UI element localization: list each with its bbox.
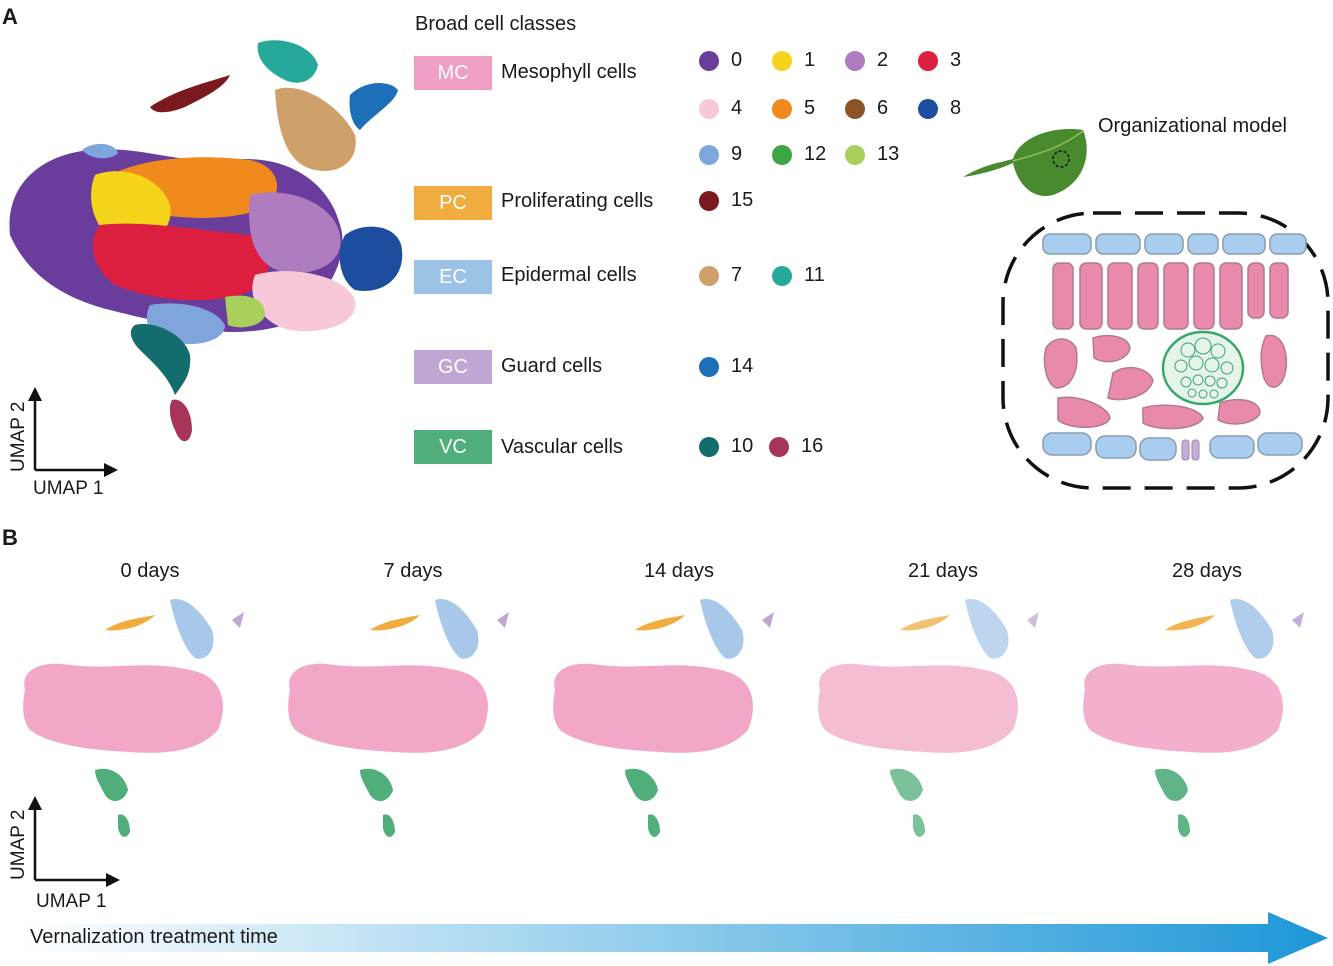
- cluster-dot: [699, 436, 719, 457]
- timepoint-label-28: 28 days: [1171, 560, 1243, 582]
- cluster-legend-item: 4: [699, 97, 742, 120]
- cluster-legend-item: 7: [699, 264, 742, 287]
- class-name-mesophyll: Mesophyll cells: [501, 61, 637, 83]
- umap-clusters-plot: [9, 40, 403, 442]
- cluster-dot: [918, 50, 938, 71]
- cluster-dot: [772, 144, 792, 165]
- cluster-legend-item: 8: [918, 97, 961, 120]
- timepoint-label-21: 21 days: [907, 560, 979, 582]
- umap1-axis-label-b: UMAP 1: [36, 891, 107, 912]
- cluster-legend-item: 15: [699, 189, 753, 212]
- timepoint-label-14: 14 days: [643, 560, 715, 582]
- cluster-legend-item: 9: [699, 143, 742, 166]
- class-box-mc: MC: [414, 56, 492, 90]
- cluster-dot: [699, 265, 719, 286]
- cluster-dot: [699, 50, 719, 71]
- umap2-axis-label-a: UMAP 2: [8, 401, 29, 472]
- class-name-epidermal: Epidermal cells: [501, 264, 637, 286]
- cluster-legend-item: 13: [845, 143, 899, 166]
- umap-axes-b: [28, 796, 120, 887]
- cluster-dot: [772, 50, 792, 71]
- umap2-axis-label-b: UMAP 2: [8, 809, 29, 880]
- timepoint-label-7: 7 days: [383, 560, 443, 582]
- cluster-dot: [772, 98, 792, 119]
- cluster-legend-item: 16: [769, 435, 823, 458]
- cluster-legend-item: 14: [699, 355, 753, 378]
- cluster-legend-item: 3: [918, 49, 961, 72]
- cluster-legend-item: 12: [772, 143, 826, 166]
- cluster-legend-item: 10: [699, 435, 753, 458]
- vernalization-time-arrow: [18, 912, 1328, 964]
- class-name-guard: Guard cells: [501, 355, 603, 377]
- cluster-legend-item: 2: [845, 49, 888, 72]
- leaf-cross-section-diagram: [1001, 211, 1330, 490]
- cluster-legend-item: 5: [772, 97, 815, 120]
- timepoint-label-0: 0 days: [120, 560, 180, 582]
- panel-b-label: B: [2, 525, 18, 550]
- cluster-dot: [845, 98, 865, 119]
- cluster-dot: [845, 50, 865, 71]
- cluster-dot: [699, 98, 719, 119]
- umap-axes-a: [28, 387, 118, 477]
- panel-a-label: A: [2, 4, 18, 29]
- cluster-dot: [699, 144, 719, 165]
- cluster-legend-item: 11: [772, 264, 825, 287]
- cluster-dot: [918, 98, 938, 119]
- class-box-vc: VC: [414, 430, 492, 464]
- class-box-pc: PC: [414, 186, 492, 220]
- class-box-ec: EC: [414, 260, 492, 294]
- class-name-proliferating: Proliferating cells: [501, 190, 654, 212]
- organizational-model-title: Organizational model: [1098, 115, 1287, 137]
- leaf-icon: [963, 129, 1087, 196]
- cluster-dot: [699, 190, 719, 211]
- cluster-dot: [769, 436, 789, 457]
- umap-timepoints-plots: [23, 599, 1304, 837]
- vernalization-label: Vernalization treatment time: [30, 926, 278, 948]
- cluster-legend-item: 1: [772, 49, 815, 72]
- cluster-legend-item: 6: [845, 97, 888, 120]
- class-box-gc: GC: [414, 350, 492, 384]
- cluster-dot: [699, 356, 719, 377]
- cluster-dot: [772, 265, 792, 286]
- cluster-legend-item: 0: [699, 49, 742, 72]
- legend-title: Broad cell classes: [415, 13, 577, 35]
- class-name-vascular: Vascular cells: [501, 436, 623, 458]
- umap1-axis-label-a: UMAP 1: [33, 478, 104, 499]
- cluster-dot: [845, 144, 865, 165]
